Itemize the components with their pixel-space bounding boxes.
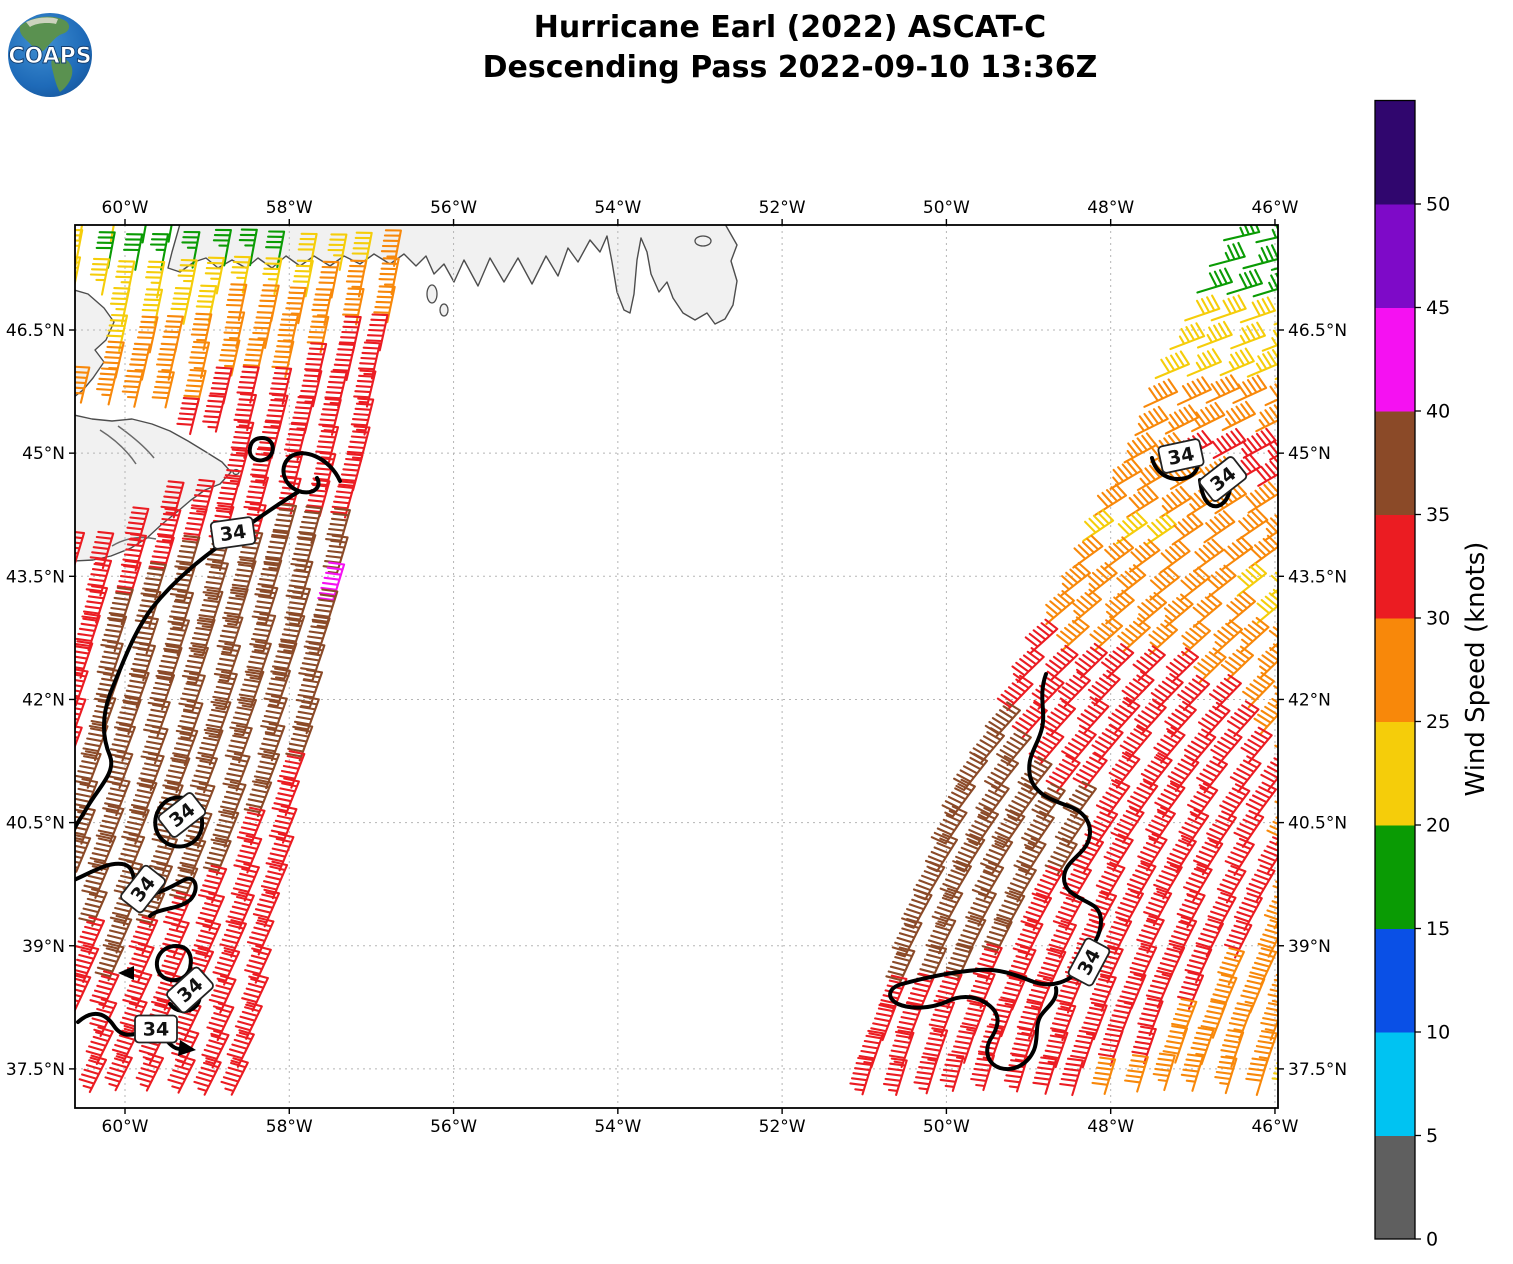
coastline	[75, 414, 232, 562]
x-tick-label-top: 54°W	[594, 198, 641, 218]
colorbar-segment	[1375, 618, 1415, 722]
colorbar-segment	[1375, 928, 1415, 1033]
x-tick-label-top: 50°W	[923, 198, 970, 218]
coaps-globe-icon: COAPS	[8, 13, 92, 97]
contour-34kt	[247, 436, 275, 463]
colorbar-segment	[1375, 1032, 1415, 1136]
coast-line	[99, 429, 137, 465]
island	[426, 284, 438, 304]
colorbar-tick-label: 10	[1426, 1022, 1450, 1044]
colorbar-segment	[1375, 721, 1415, 826]
barb-layer-left-swath	[75, 225, 402, 1096]
colorbar-segment	[1375, 100, 1415, 205]
colorbar-tick-label: 50	[1426, 194, 1450, 216]
colorbar-tick-label: 45	[1426, 297, 1450, 319]
x-tick-label-top: 58°W	[266, 198, 313, 218]
y-tick-label-left: 46.5°N	[6, 321, 65, 341]
colorbar-axis-label: Wind Speed (knots)	[1461, 542, 1491, 797]
x-tick-label-top: 56°W	[430, 198, 477, 218]
coast-line	[117, 425, 155, 459]
y-tick-label-left: 43.5°N	[6, 567, 65, 587]
colorbar-segment	[1375, 514, 1415, 619]
x-tick-label-top: 52°W	[759, 198, 806, 218]
axes-ticks: 60°W 60°W 58°W 58°W 56°W 56°W 54°W 54°W 52°W 52°W…	[6, 198, 1347, 1137]
y-tick-label-left: 37.5°N	[6, 1060, 65, 1080]
map-frame	[74, 224, 1279, 1109]
chart-title: Hurricane Earl (2022) ASCAT-C Descending…	[80, 8, 1500, 88]
colorbar-segment	[1375, 307, 1415, 412]
colorbar-segment	[1375, 1135, 1415, 1240]
y-tick-label-left: 39°N	[22, 937, 65, 957]
colorbar-tick-label: 20	[1426, 815, 1450, 837]
contour-label-34: 34	[1157, 438, 1205, 474]
colorbar-tick-label: 15	[1426, 918, 1450, 940]
x-tick-label-bottom: 48°W	[1087, 1117, 1134, 1137]
title-line2: Descending Pass 2022-09-10 13:36Z	[482, 50, 1098, 85]
colorbar-tick-label: 40	[1426, 401, 1450, 423]
colorbar: 0 5 10 15 20 25 30 35 40 45 50 Wind Speed (knots)	[1374, 99, 1491, 1251]
contour-34kt	[888, 672, 1103, 1071]
x-tick-label-bottom: 56°W	[430, 1117, 477, 1137]
contour-arrowhead	[178, 1040, 196, 1056]
colorbar-tick-label: 5	[1426, 1125, 1438, 1147]
svg-text:34: 34	[143, 1019, 169, 1041]
barb-layer-right-swath	[849, 225, 1278, 1097]
colorbar-segment	[1375, 825, 1415, 929]
colorbar-tick-label: 25	[1426, 711, 1450, 733]
x-tick-label-bottom: 50°W	[923, 1117, 970, 1137]
colorbar-segment	[1375, 411, 1415, 515]
y-tick-label-left: 40.5°N	[6, 814, 65, 834]
x-tick-label-bottom: 46°W	[1251, 1117, 1298, 1137]
contour-34kt	[281, 451, 342, 495]
colorbar-tick-label: 30	[1426, 608, 1450, 630]
y-tick-label-left: 42°N	[22, 690, 65, 710]
title-line1: Hurricane Earl (2022) ASCAT-C	[533, 10, 1047, 45]
contour-34kt	[75, 861, 198, 918]
svg-text:34: 34	[218, 521, 247, 546]
logo-text: COAPS	[8, 44, 91, 69]
colorbar-tick-label: 0	[1426, 1229, 1438, 1251]
y-tick-label-right: 43.5°N	[1288, 567, 1347, 587]
contour-34kt	[154, 944, 193, 983]
x-tick-label-bottom: 60°W	[102, 1117, 149, 1137]
y-tick-label-left: 45°N	[22, 444, 65, 464]
x-tick-label-top: 48°W	[1087, 198, 1134, 218]
y-tick-label-right: 42°N	[1288, 690, 1331, 710]
contour-label-34: 34	[209, 516, 257, 550]
coastline	[167, 225, 738, 325]
svg-text:34: 34	[1166, 443, 1196, 470]
y-tick-label-right: 45°N	[1288, 444, 1331, 464]
y-tick-label-right: 39°N	[1288, 937, 1331, 957]
colorbar-tick-label: 35	[1426, 504, 1450, 526]
x-tick-label-top: 60°W	[102, 198, 149, 218]
x-tick-label-top: 46°W	[1251, 198, 1298, 218]
island	[694, 235, 712, 247]
x-tick-label-bottom: 54°W	[594, 1117, 641, 1137]
y-tick-label-right: 37.5°N	[1288, 1060, 1347, 1080]
island	[439, 303, 449, 317]
colorbar-segment	[1375, 204, 1415, 308]
coastline	[75, 289, 115, 398]
coaps-logo: COAPS	[6, 8, 94, 100]
x-tick-label-bottom: 58°W	[266, 1117, 313, 1137]
y-tick-label-right: 40.5°N	[1288, 814, 1347, 834]
x-tick-label-bottom: 52°W	[759, 1117, 806, 1137]
y-tick-label-right: 46.5°N	[1288, 321, 1347, 341]
contour-arrowhead	[118, 966, 134, 980]
contour-label-34: 34	[134, 1014, 178, 1044]
